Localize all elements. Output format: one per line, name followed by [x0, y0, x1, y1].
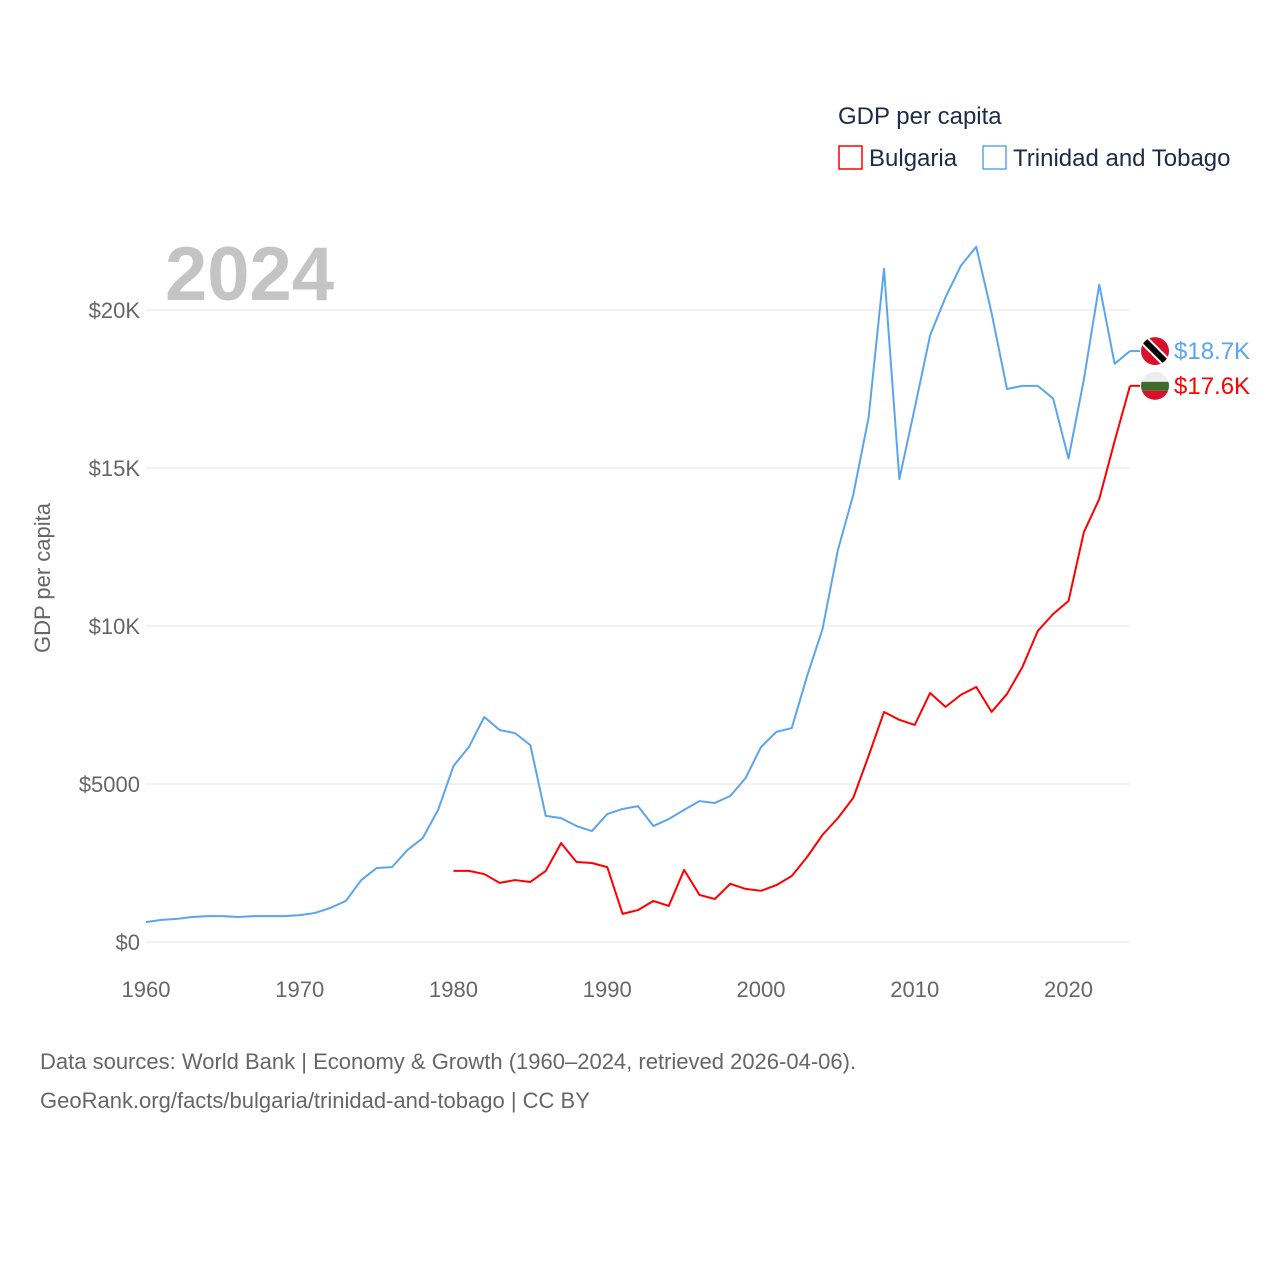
y-tick-label: $5000 [79, 772, 140, 797]
series-end-labels: $17.6K $18.7K [1130, 337, 1250, 400]
legend-title: GDP per capita [838, 103, 1002, 130]
x-axis-ticks: 1960 1970 1980 1990 2000 2010 2020 [122, 977, 1093, 1002]
trinidad-and-tobago-flag-icon [1141, 337, 1169, 366]
x-tick-label: 1960 [122, 977, 171, 1002]
legend-item-trinidad[interactable]: Trinidad and Tobago [982, 145, 1231, 172]
x-tick-label: 2000 [737, 977, 786, 1002]
y-axis-ticks: $0 $5000 $10K $15K $20K [79, 298, 141, 955]
end-value-label: $18.7K [1174, 338, 1250, 365]
bulgaria-flag-icon [1141, 371, 1169, 400]
y-tick-label: $0 [116, 930, 140, 955]
x-tick-label: 2020 [1044, 977, 1093, 1002]
end-value-label: $17.6K [1174, 373, 1250, 400]
series-lines [145, 245, 1131, 924]
legend-swatch-bulgaria [838, 145, 863, 170]
footer-sources: Data sources: World Bank | Economy & Gro… [40, 1049, 856, 1074]
series-line-bulgaria [453, 385, 1131, 915]
y-tick-label: $20K [89, 298, 141, 323]
y-tick-label: $15K [89, 456, 141, 481]
x-tick-label: 2010 [890, 977, 939, 1002]
x-tick-label: 1970 [275, 977, 324, 1002]
x-tick-label: 1990 [583, 977, 632, 1002]
legend-swatch-trinidad [982, 145, 1007, 170]
series-line-trinidad [145, 245, 1131, 924]
grid-lines [146, 309, 1130, 943]
y-tick-label: $10K [89, 614, 141, 639]
legend-item-bulgaria[interactable]: Bulgaria [838, 145, 958, 172]
x-tick-label: 1980 [429, 977, 478, 1002]
footer-link[interactable]: GeoRank.org/facts/bulgaria/trinidad-and-… [40, 1088, 590, 1113]
y-axis-label: GDP per capita [30, 502, 55, 653]
year-watermark: 2024 [165, 232, 334, 317]
legend-label-trinidad: Trinidad and Tobago [1013, 145, 1231, 172]
legend-label-bulgaria: Bulgaria [869, 145, 958, 172]
